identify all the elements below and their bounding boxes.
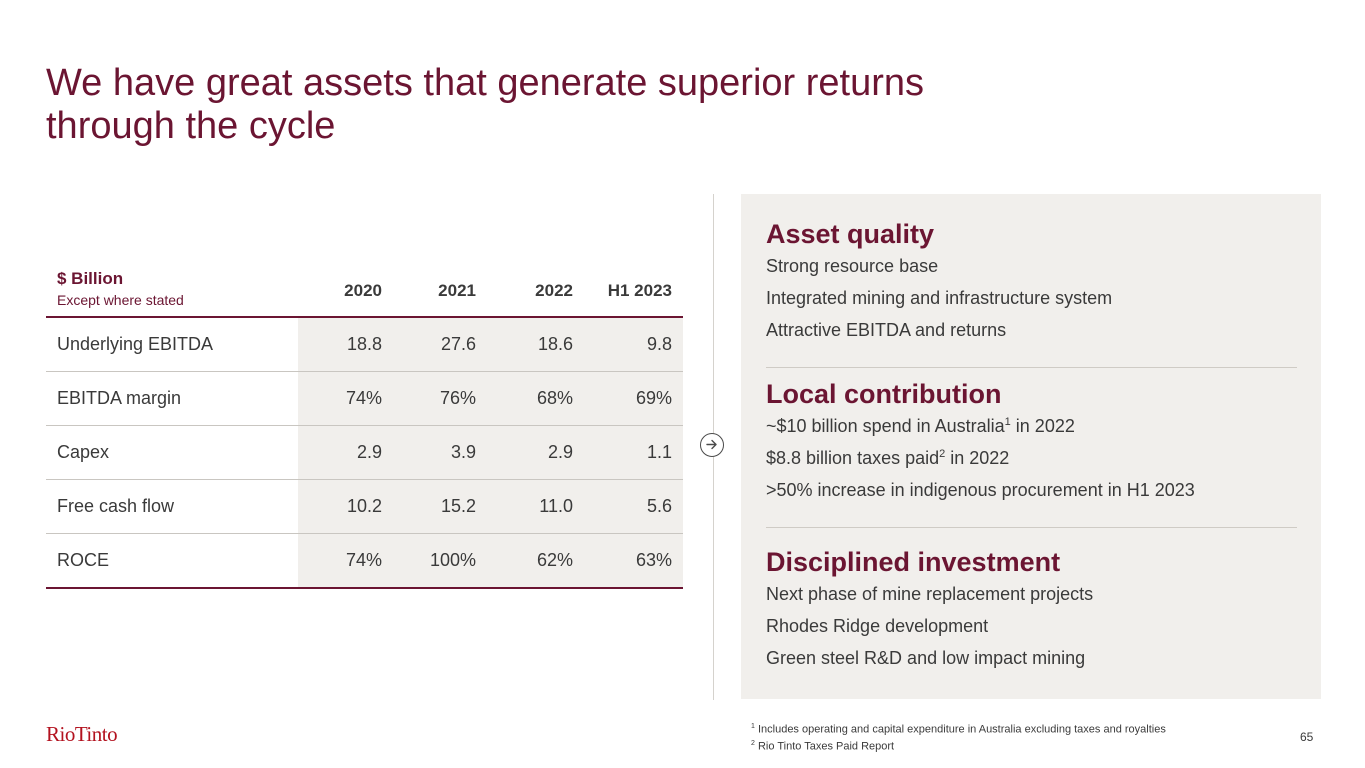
section-separator — [766, 527, 1297, 528]
table-cell: 2.9 — [547, 442, 573, 462]
table-cell: 5.6 — [646, 496, 672, 516]
row-label: Free cash flow — [57, 496, 175, 516]
table-cell: 76% — [439, 388, 476, 408]
section-separator — [766, 367, 1297, 368]
table-header: $ Billion Except where stated 2020 2021 … — [46, 262, 683, 318]
arrow-right-icon-glyph — [706, 439, 717, 450]
table-cell: 69% — [635, 388, 672, 408]
column-header: 2021 — [438, 281, 476, 300]
section-local-contribution: Local contribution ~$10 billion spend in… — [766, 378, 1296, 506]
table-cell: 1.1 — [646, 442, 672, 462]
row-label: ROCE — [57, 550, 110, 570]
table-cell: 9.8 — [646, 334, 672, 354]
row-label: Capex — [57, 442, 110, 462]
footnote-2: 2 Rio Tinto Taxes Paid Report — [751, 739, 895, 753]
table-shaded-area — [298, 317, 683, 587]
list-item: Green steel R&D and low impact mining — [766, 648, 1086, 668]
list-item: Next phase of mine replacement projects — [766, 584, 1094, 604]
section-title: Local contribution — [766, 379, 1002, 409]
footnotes: 1 Includes operating and capital expendi… — [751, 720, 1166, 753]
title-line-2: through the cycle — [46, 105, 336, 147]
list-item: >50% increase in indigenous procurement … — [766, 480, 1195, 500]
title-line-1: We have great assets that generate super… — [46, 62, 925, 104]
footnote-ref: 2 — [939, 448, 946, 460]
table-row: Capex 2.9 3.9 2.9 1.1 — [46, 426, 683, 480]
table-row: Free cash flow 10.2 15.2 11.0 5.6 — [46, 480, 683, 534]
section-disciplined-investment: Disciplined investment Next phase of min… — [766, 546, 1296, 674]
financial-table: $ Billion Except where stated 2020 2021 … — [46, 262, 683, 589]
table-unit-note: Except where stated — [57, 292, 184, 308]
table-row: ROCE 74% 100% 62% 63% — [46, 534, 683, 589]
list-item: $8.8 billion taxes paid2 in 2022 — [766, 448, 1010, 468]
list-item: Strong resource base — [766, 256, 939, 276]
footnote-ref: 1 — [1004, 416, 1011, 428]
column-header: 2022 — [535, 281, 573, 300]
table-cell: 11.0 — [539, 496, 573, 516]
table-cell: 3.9 — [450, 442, 476, 462]
table-row: Underlying EBITDA 18.8 27.6 18.6 9.8 — [46, 318, 683, 372]
table-unit: $ Billion — [57, 269, 124, 288]
column-header: 2020 — [344, 281, 382, 300]
table-cell: 63% — [635, 550, 672, 570]
list-item: Integrated mining and infrastructure sys… — [766, 288, 1113, 308]
list-item: Attractive EBITDA and returns — [766, 320, 1007, 340]
table-cell: 18.6 — [537, 334, 573, 354]
page-title: We have great assets that generate super… — [46, 62, 1096, 148]
table-cell: 74% — [345, 550, 382, 570]
table-row: EBITDA margin 74% 76% 68% 69% — [46, 372, 683, 426]
table-cell: 15.2 — [440, 496, 476, 516]
list-item: Rhodes Ridge development — [766, 616, 989, 636]
page-number: 65 — [1300, 730, 1314, 744]
highlights-panel: Asset quality Strong resource base Integ… — [741, 194, 1321, 699]
row-label: Underlying EBITDA — [57, 334, 214, 354]
rio-tinto-logo: RioTinto — [46, 722, 118, 746]
table-cell: 68% — [536, 388, 573, 408]
list-item: ~$10 billion spend in Australia1 in 2022 — [766, 416, 1075, 436]
footnote-1: 1 Includes operating and capital expendi… — [751, 723, 1166, 736]
table-cell: 27.6 — [440, 334, 476, 354]
section-title: Disciplined investment — [766, 547, 1061, 577]
table-cell: 18.8 — [346, 334, 382, 354]
section-asset-quality: Asset quality Strong resource base Integ… — [766, 218, 1296, 346]
table-cell: 62% — [536, 550, 573, 570]
row-label: EBITDA margin — [57, 388, 182, 408]
table-cell: 74% — [345, 388, 382, 408]
table-cell: 10.2 — [346, 496, 382, 516]
arrow-right-icon[interactable] — [700, 433, 724, 457]
column-header: H1 2023 — [607, 281, 672, 300]
table-cell: 100% — [429, 550, 476, 570]
section-title: Asset quality — [766, 219, 935, 249]
table-cell: 2.9 — [356, 442, 382, 462]
